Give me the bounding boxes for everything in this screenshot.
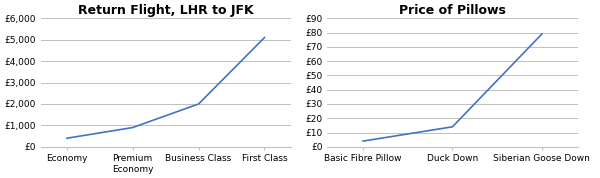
Title: Price of Pillows: Price of Pillows [399,4,506,17]
Title: Return Flight, LHR to JFK: Return Flight, LHR to JFK [78,4,253,17]
